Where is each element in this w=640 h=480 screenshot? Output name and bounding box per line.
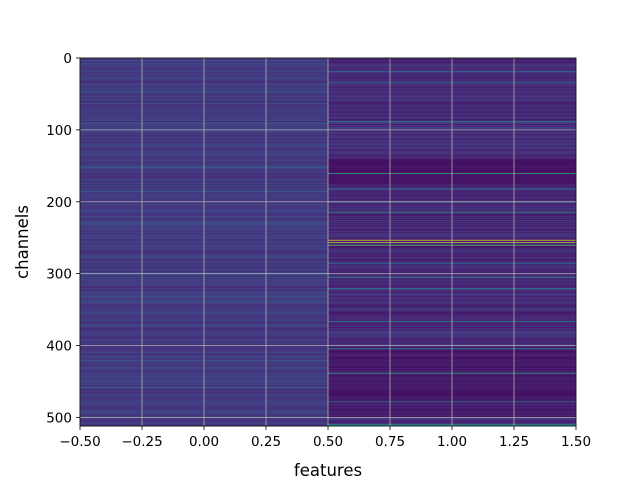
x-axis-label: features bbox=[294, 461, 362, 480]
y-tick-label-2: 200 bbox=[46, 195, 72, 211]
x-tick-label-6: 1.00 bbox=[437, 434, 467, 450]
y-axis-ticks: 0 100 200 300 400 500 bbox=[46, 51, 80, 426]
x-tick-label-8: 1.50 bbox=[561, 434, 591, 450]
y-tick-label-4: 400 bbox=[46, 339, 72, 355]
x-tick-label-4: 0.50 bbox=[313, 434, 343, 450]
x-axis-ticks: −0.50 −0.25 0.00 0.25 0.50 0.75 1.00 1.25 1.50 bbox=[59, 426, 591, 450]
y-tick-label-1: 100 bbox=[46, 123, 72, 139]
y-tick-label-0: 0 bbox=[63, 51, 72, 67]
x-tick-label-7: 1.25 bbox=[499, 434, 529, 450]
x-tick-label-3: 0.25 bbox=[251, 434, 281, 450]
x-tick-label-5: 0.75 bbox=[375, 434, 405, 450]
y-tick-label-3: 300 bbox=[46, 267, 72, 283]
x-tick-label-2: 0.00 bbox=[189, 434, 219, 450]
y-axis-label: channels bbox=[13, 205, 32, 279]
x-tick-label-0: −0.50 bbox=[59, 434, 100, 450]
x-tick-label-1: −0.25 bbox=[121, 434, 162, 450]
y-tick-label-5: 500 bbox=[46, 410, 72, 426]
